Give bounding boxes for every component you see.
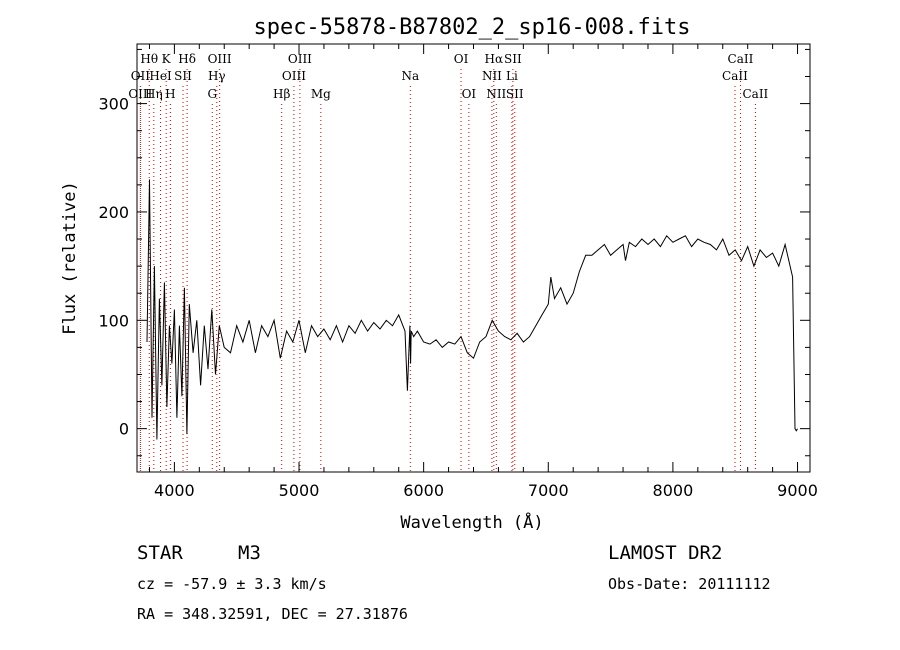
x-axis-label: Wavelength (Å) bbox=[400, 511, 543, 533]
line-marker-label: K bbox=[162, 52, 172, 66]
line-marker-label: SII bbox=[174, 69, 192, 83]
line-marker-label: SII bbox=[504, 52, 522, 66]
line-marker-label: Hα bbox=[485, 52, 504, 66]
line-marker-label: CaII bbox=[728, 52, 754, 66]
observation-date: Obs-Date: 20111112 bbox=[608, 575, 771, 593]
line-marker-label: CaII bbox=[742, 87, 768, 101]
chart-title: spec-55878-B87802_2_sp16-008.fits bbox=[253, 15, 690, 40]
line-marker-label: NII bbox=[482, 69, 502, 83]
line-marker-label: HeI bbox=[149, 69, 172, 83]
y-tick-label: 100 bbox=[98, 311, 129, 330]
line-marker-label: Mg bbox=[311, 87, 331, 101]
x-tick-label: 5000 bbox=[279, 481, 320, 500]
line-marker-label: OIII bbox=[282, 69, 306, 83]
y-tick-label: 300 bbox=[98, 95, 129, 114]
plot-frame bbox=[136, 43, 811, 473]
line-marker-label: Li bbox=[506, 69, 518, 83]
x-tick-label: 6000 bbox=[403, 481, 444, 500]
line-marker-label: CaII bbox=[722, 69, 748, 83]
x-tick-label: 4000 bbox=[154, 481, 195, 500]
line-marker-label: SII bbox=[506, 87, 524, 101]
sky-coordinates: RA = 348.32591, DEC = 27.31876 bbox=[137, 605, 408, 623]
x-tick-label: 9000 bbox=[777, 481, 818, 500]
line-marker-label: Hδ bbox=[178, 52, 196, 66]
line-marker-label: OIII bbox=[208, 52, 232, 66]
line-marker-label: Na bbox=[401, 69, 419, 83]
line-marker-label: OII bbox=[131, 69, 151, 83]
line-marker-label: Hθ bbox=[140, 52, 158, 66]
object-class: STAR bbox=[137, 542, 183, 564]
y-axis-label: Flux (relative) bbox=[60, 181, 80, 335]
line-marker-label: Hγ bbox=[208, 69, 226, 83]
line-marker-label: OI bbox=[462, 87, 477, 101]
line-marker-label: OIII bbox=[288, 52, 312, 66]
redshift-value: cz = -57.9 ± 3.3 km/s bbox=[137, 575, 327, 593]
flux-series-line bbox=[146, 179, 798, 440]
line-marker-label: H bbox=[165, 87, 175, 101]
y-tick-label: 200 bbox=[98, 203, 129, 222]
axis-ticks: 4000 5000 6000 7000 8000 9000 0 100 200 300 bbox=[98, 44, 818, 500]
line-marker-label: OIII bbox=[128, 87, 152, 101]
x-tick-label: 7000 bbox=[528, 481, 569, 500]
x-tick-label: 8000 bbox=[653, 481, 694, 500]
line-marker-label: Hη bbox=[145, 87, 163, 101]
survey-name: LAMOST DR2 bbox=[608, 542, 723, 564]
object-subclass: M3 bbox=[238, 542, 261, 564]
y-tick-label: 0 bbox=[119, 420, 129, 439]
line-marker-label: Hβ bbox=[273, 87, 290, 101]
spectral-line-markers: Hθ OII OIII K HeI Hη SII H Hδ OIII Hγ G Hβ OIII OIII Mg… bbox=[128, 52, 769, 472]
line-marker-label: NII bbox=[486, 87, 506, 101]
line-marker-label: G bbox=[207, 87, 217, 101]
line-marker-label: OI bbox=[454, 52, 469, 66]
